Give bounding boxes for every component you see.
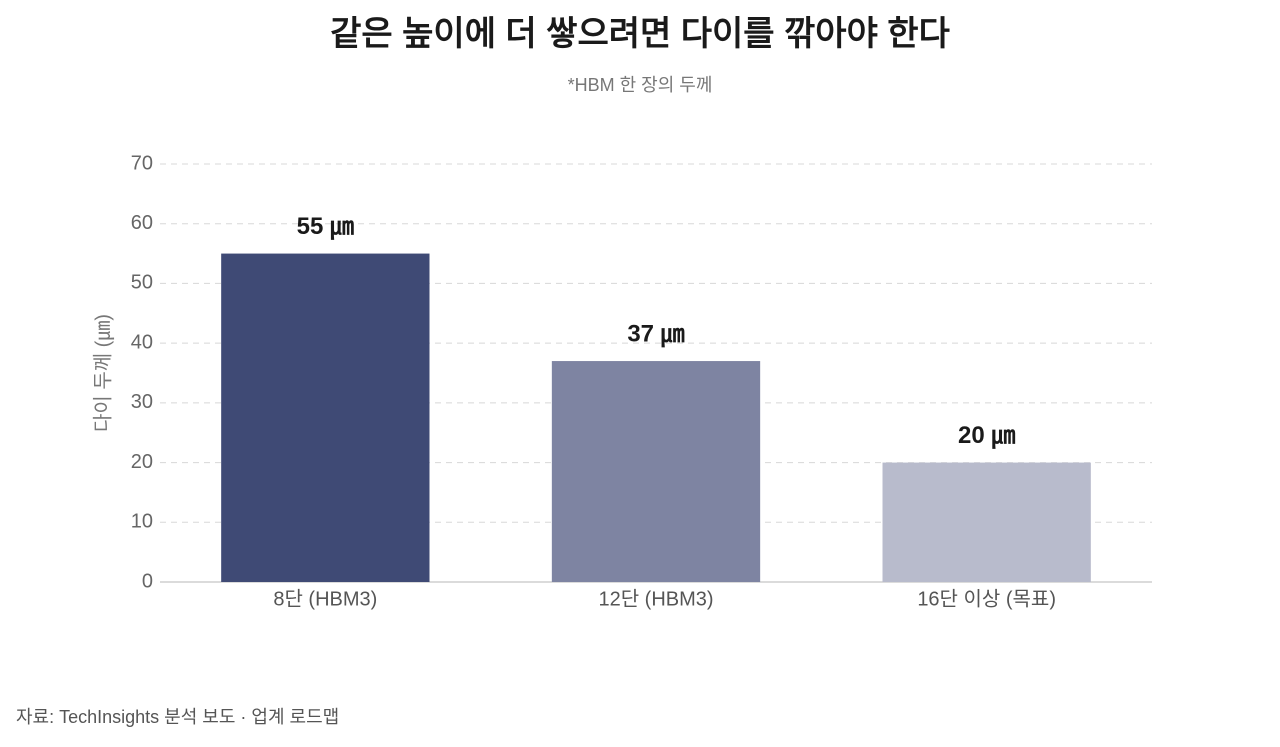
bar: [882, 462, 1091, 582]
y-tick-label: 10: [131, 511, 153, 533]
y-tick-label: 50: [131, 272, 153, 294]
chart-subtitle: *HBM 한 장의 두께: [568, 75, 713, 95]
x-tick-label: 12단 (HBM3): [598, 587, 713, 610]
x-tick-label: 8단 (HBM3): [273, 587, 377, 610]
bar: [551, 361, 761, 582]
y-tick-label: 40: [131, 331, 153, 353]
y-tick-label: 20: [131, 451, 153, 473]
x-tick-label: 16단 이상 (목표): [917, 587, 1056, 610]
bar: [221, 253, 430, 583]
y-tick-label: 0: [142, 570, 153, 592]
y-axis-label: 다이 두께 (㎛): [91, 314, 114, 432]
chart-title: 같은 높이에 더 쌓으려면 다이를 깎아야 한다: [330, 15, 950, 53]
y-tick-label: 60: [131, 212, 153, 234]
source-note: 자료: TechInsights 분석 보도 · 업계 로드맵: [16, 707, 339, 727]
y-tick-label: 30: [131, 391, 153, 413]
value-label: 55 ㎛: [297, 213, 354, 241]
value-label: 20 ㎛: [958, 422, 1015, 450]
value-label: 37 ㎛: [627, 320, 684, 348]
y-tick-label: 70: [131, 152, 153, 174]
